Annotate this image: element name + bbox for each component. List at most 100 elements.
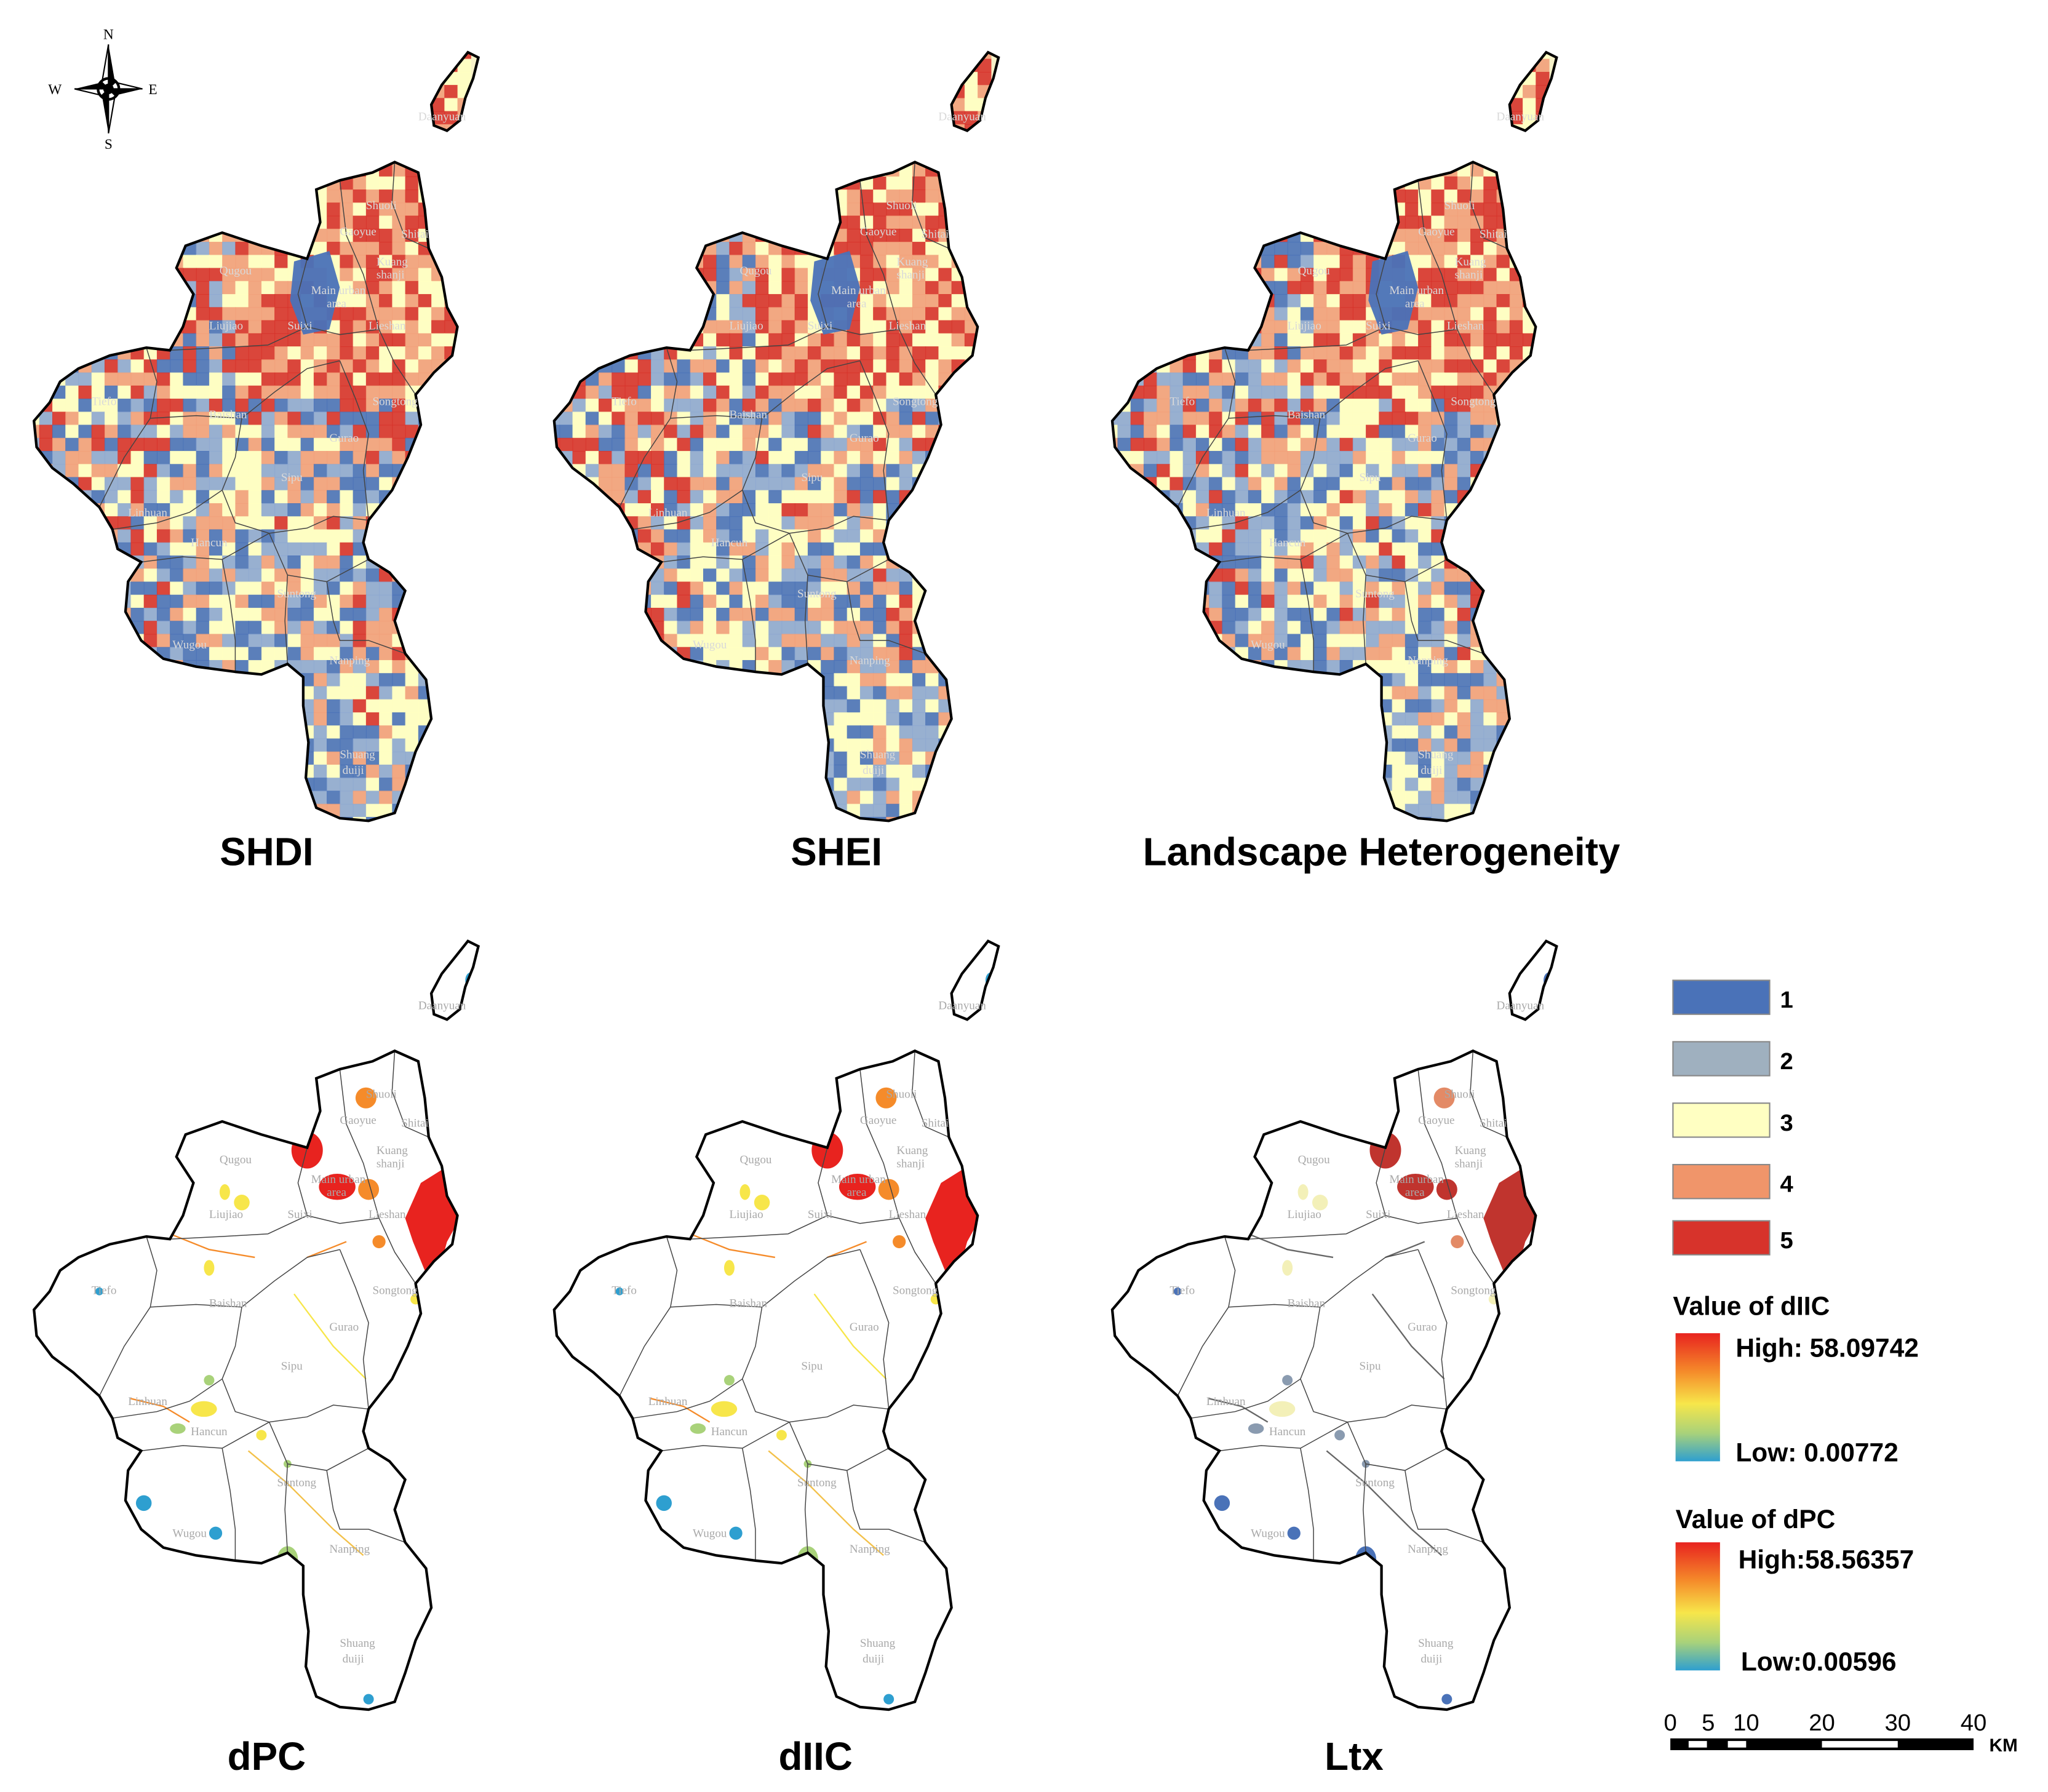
town-label: Qugou — [739, 1153, 771, 1166]
town-label: Liujiao — [209, 319, 243, 332]
town-label: Shuoli — [1444, 1088, 1475, 1101]
town-label: Kuang — [377, 255, 408, 268]
map-panel-ltx: Daanyuan Shuoli Gaoyue Shitai Qugou Kuangshan… — [1110, 939, 1558, 1711]
town-label: Lieshan — [369, 319, 406, 332]
class-swatch-2 — [1672, 1041, 1771, 1077]
town-label: Liujiao — [1288, 319, 1321, 332]
town-label: Suixi — [808, 319, 832, 332]
town-label: Suntong — [1355, 587, 1395, 600]
town-label: Qugou — [739, 265, 771, 277]
map-panel-shei: Daanyuan Shuoli Gaoyue Shitai Qugou Kuangshan… — [552, 50, 1000, 822]
town-label: Wugou — [1251, 1527, 1285, 1540]
town-label: Gaoyue — [860, 1114, 896, 1127]
town-label: Gurao — [329, 1321, 359, 1334]
town-label: Hancun — [711, 1425, 748, 1438]
town-label: Linhuan — [648, 506, 688, 519]
corridors — [650, 1228, 887, 1556]
town-label: Gaoyue — [1418, 225, 1454, 238]
town-label: Hancun — [191, 1425, 228, 1438]
town-label: Hancun — [1269, 536, 1306, 549]
heat-cells — [34, 52, 471, 821]
town-label: Shitai — [1480, 228, 1507, 241]
class-swatch-1 — [1672, 979, 1771, 1015]
town-label: duiji — [863, 764, 884, 777]
panel-title-shei: SHEI — [791, 831, 883, 875]
diic-color-ramp — [1675, 1333, 1720, 1462]
gradient-legends: Value of dIIC High: 58.09742 Low: 0.0077… — [1673, 1292, 1919, 1676]
town-label: Linhuan — [648, 1395, 688, 1408]
class-label-4: 4 — [1780, 1171, 1794, 1198]
town-label: area — [327, 297, 346, 310]
town-label: area — [1405, 1186, 1425, 1199]
town-label: Baishan — [209, 1297, 247, 1310]
town-label: Kuang — [896, 255, 928, 268]
town-label: duiji — [343, 764, 364, 777]
town-label: Sipu — [801, 471, 823, 484]
panel-title-shdi: SHDI — [220, 831, 314, 875]
town-label: Liujiao — [1288, 1208, 1321, 1221]
town-label: Daanyuan — [938, 999, 986, 1012]
town-label: Main urban — [311, 284, 366, 297]
class-label-2: 2 — [1780, 1048, 1793, 1075]
town-label: Wugou — [693, 1527, 727, 1540]
town-label: Baishan — [729, 1297, 767, 1310]
town-label: Shitai — [401, 228, 429, 241]
diic-legend-title: Value of dIIC — [1673, 1292, 1830, 1321]
town-label: Shuang — [860, 748, 896, 761]
town-label: area — [1405, 297, 1425, 310]
town-label: Wugou — [172, 1527, 207, 1540]
town-label: shanji — [896, 1157, 925, 1170]
scale-tick-20: 20 — [1809, 1710, 1835, 1736]
map-panel-shdi: Daanyuan Shuoli Gaoyue Shitai Qugou Kuangshan… — [33, 50, 480, 822]
scale-tick-10: 10 — [1733, 1710, 1759, 1736]
town-label: Qugou — [1298, 265, 1330, 277]
town-label: Songtong — [1451, 396, 1496, 408]
scale-tick-0: 0 — [1664, 1710, 1676, 1736]
map-panel-landscape-heterogeneity: Daanyuan Shuoli Gaoyue Shitai Qugou Kuangshan… — [1110, 50, 1558, 822]
map-panel-dpc: Daanyuan Shuoli Gaoyue Shitai Qugou Kuangshan… — [33, 939, 480, 1711]
town-boundaries — [1177, 1051, 1507, 1561]
town-label: Daanyuan — [418, 110, 466, 123]
town-label: Shuoli — [366, 1088, 397, 1101]
town-label: Main urban — [311, 1173, 366, 1186]
town-label: Daanyuan — [938, 110, 986, 123]
scale-tick-40: 40 — [1961, 1710, 1987, 1736]
town-label: Nanping — [1408, 654, 1448, 667]
town-label: Shuang — [1418, 748, 1454, 761]
town-label: Gaoyue — [340, 1114, 376, 1127]
town-label: Gaoyue — [860, 225, 896, 238]
town-label: Lieshan — [1447, 319, 1484, 332]
town-label: Gurao — [1408, 432, 1437, 445]
town-label: shanji — [1455, 1157, 1483, 1170]
town-label: Tiefo — [1169, 396, 1195, 408]
town-label: Kuang — [1455, 255, 1486, 268]
town-label: Liujiao — [729, 1208, 763, 1221]
town-label: Nanping — [850, 654, 890, 667]
town-label: duiji — [1420, 1653, 1442, 1666]
compass-east-label: E — [148, 82, 157, 98]
town-label: Lieshan — [1447, 1208, 1484, 1221]
town-label: Shuang — [340, 748, 375, 761]
town-label: Linhuan — [128, 506, 167, 519]
town-label: Linhuan — [128, 1395, 167, 1408]
town-label: Suntong — [797, 587, 837, 600]
habitat-patches — [95, 972, 476, 1705]
town-label: Lieshan — [889, 319, 926, 332]
town-label: Main urban — [831, 1173, 886, 1186]
town-label: Shuoli — [1444, 199, 1475, 212]
town-label: Baishan — [209, 408, 247, 421]
town-label: Suntong — [277, 1476, 316, 1489]
town-boundaries — [98, 1051, 429, 1561]
town-label: Songtong — [893, 396, 938, 408]
study-area — [1112, 941, 1557, 1710]
diic-legend-low: Low: 0.00772 — [1735, 1438, 1898, 1467]
corridors — [130, 1228, 367, 1556]
town-label: Main urban — [831, 284, 886, 297]
town-label: Kuang — [377, 1144, 408, 1157]
town-label: Gaoyue — [340, 225, 376, 238]
town-boundaries — [619, 1051, 949, 1561]
panel-title-diic: dIIC — [778, 1735, 853, 1779]
town-label: Suntong — [797, 1476, 837, 1489]
town-label: Shitai — [922, 228, 949, 241]
diic-legend-high: High: 58.09742 — [1735, 1334, 1919, 1363]
